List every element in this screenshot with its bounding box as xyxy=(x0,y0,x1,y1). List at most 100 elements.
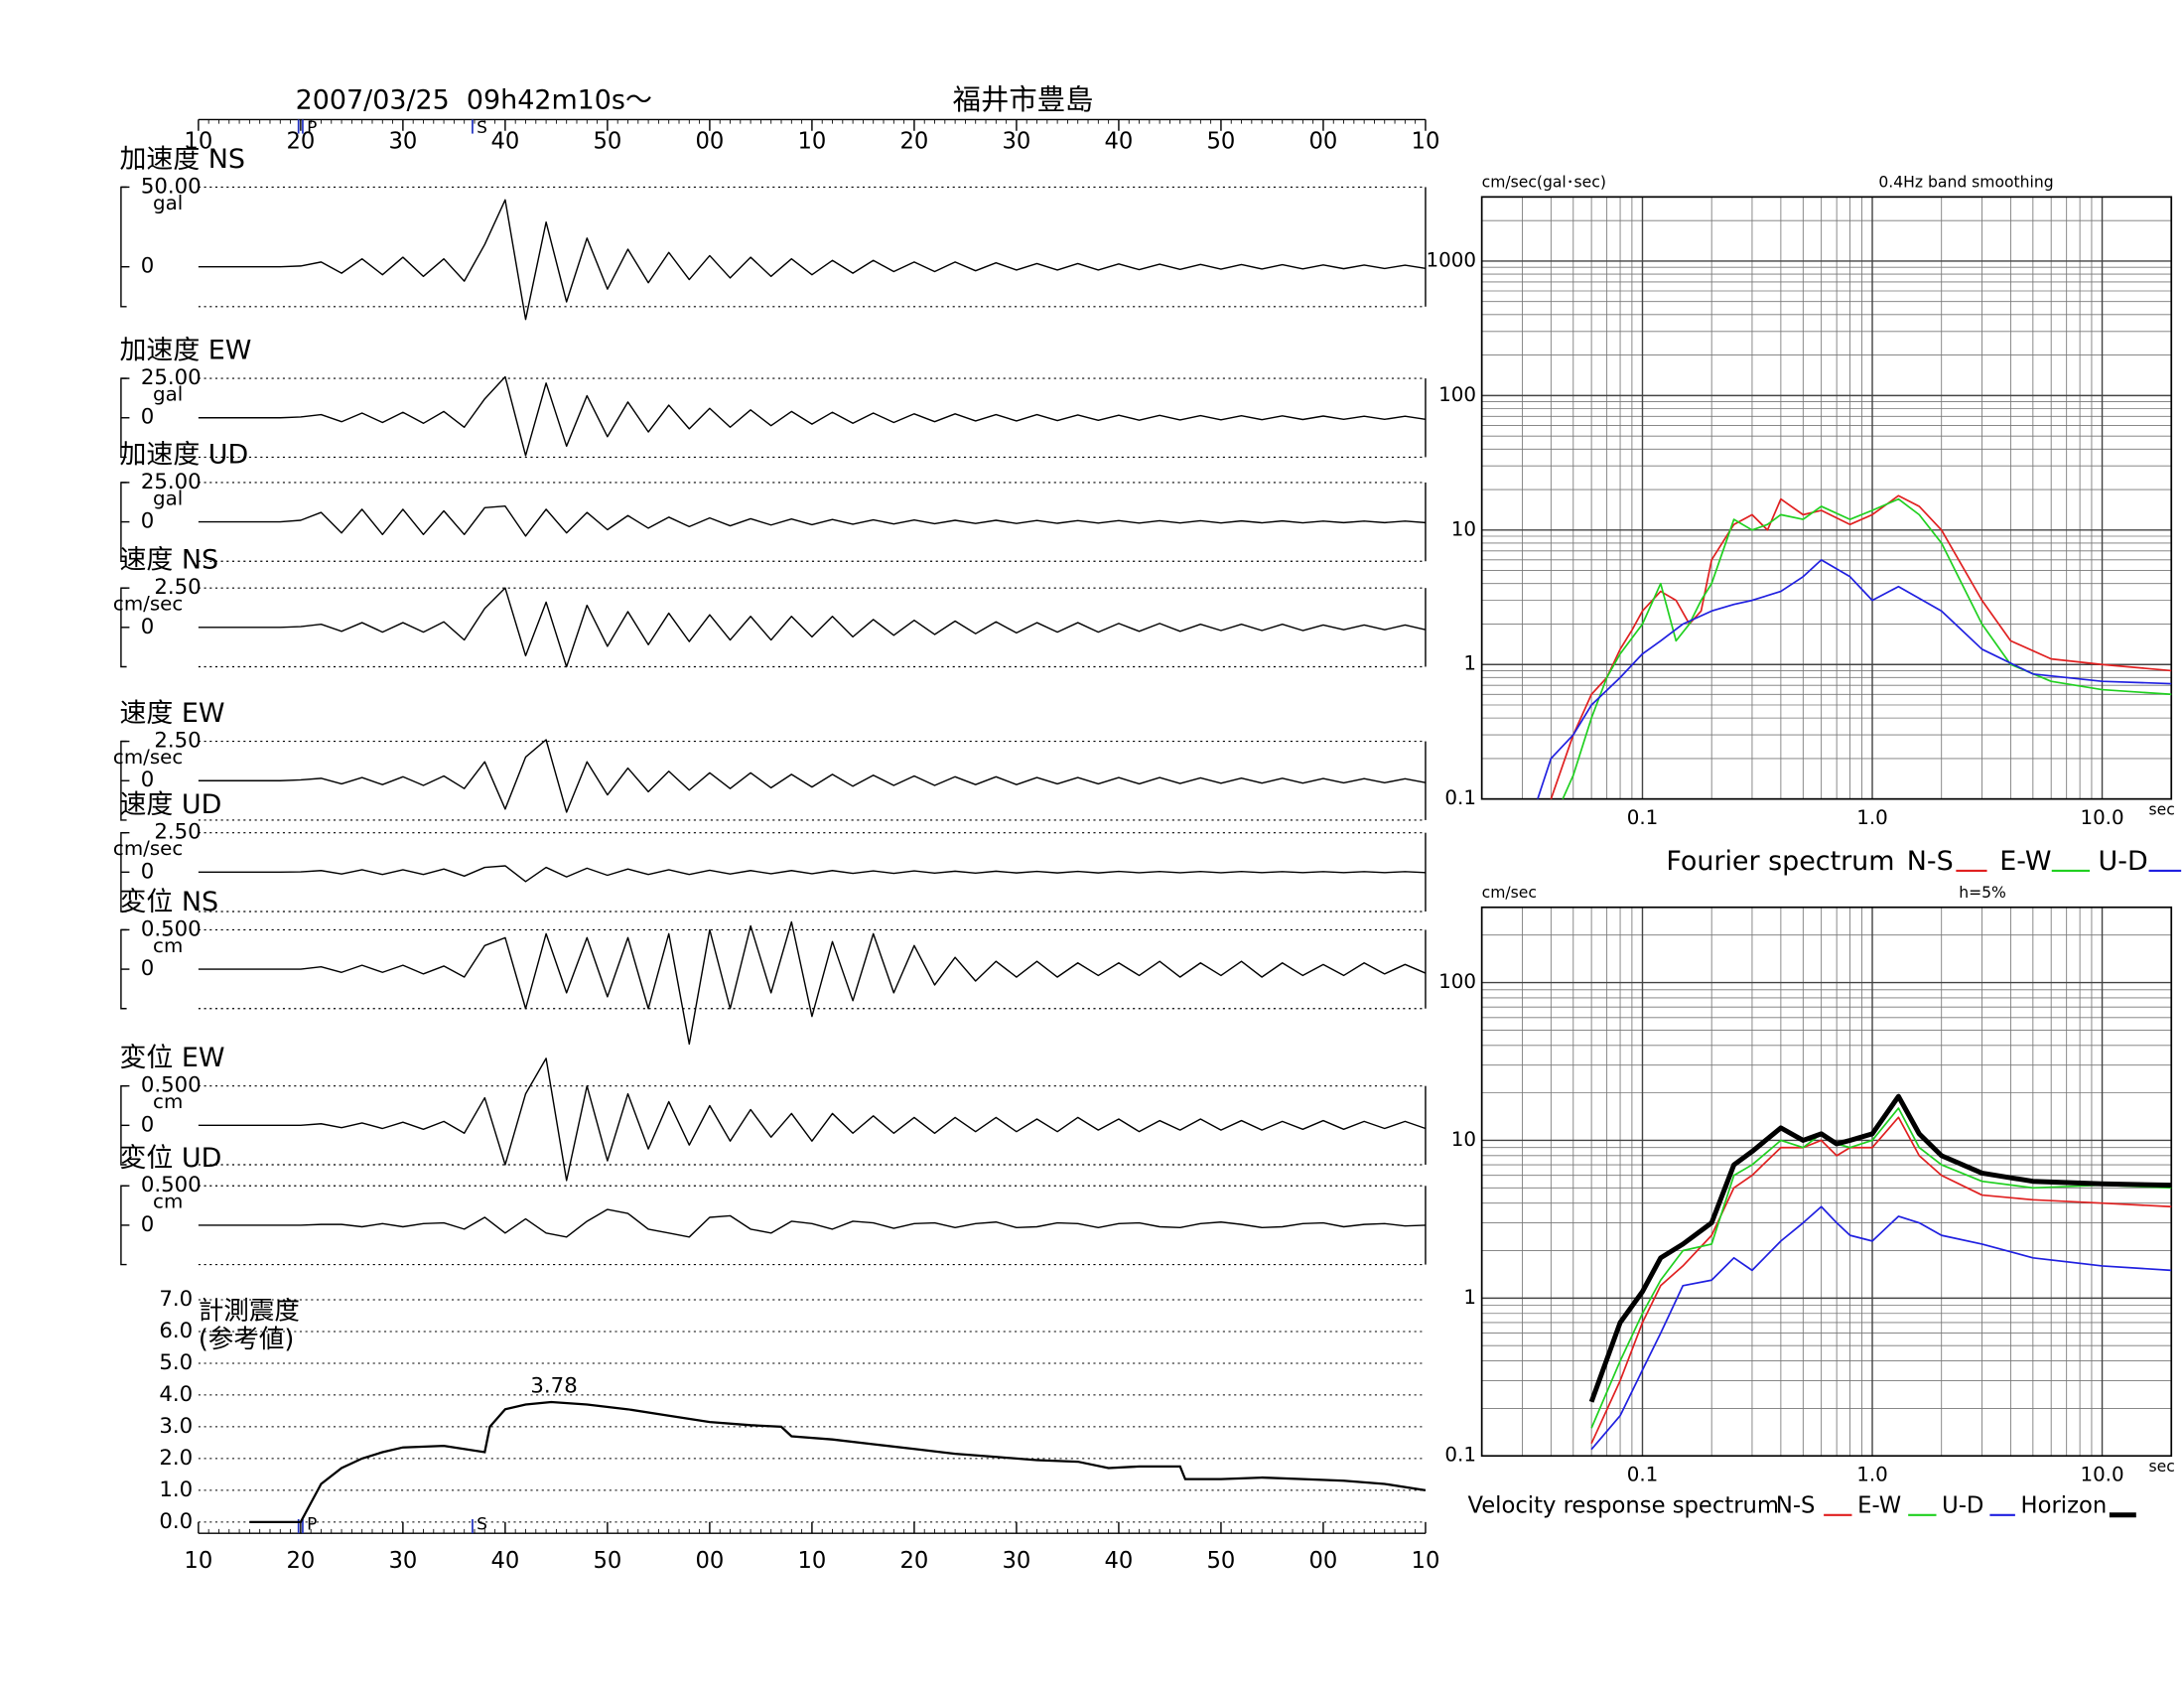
time-tick-label: 10 xyxy=(184,1548,212,1574)
y-tick-label: 2.0 xyxy=(159,1446,193,1471)
x-tick-label: 10.0 xyxy=(2080,1464,2123,1486)
trace-tick-label: 0 xyxy=(141,615,155,639)
spectrum-unit: cm/sec(gal･sec) xyxy=(1482,174,1606,192)
trace-tick-label: 0 xyxy=(141,768,155,792)
peak-annotation: 3.78 xyxy=(530,1373,577,1398)
spectrum-note: 0.4Hz band smoothing xyxy=(1878,174,2053,192)
time-tick-label: 40 xyxy=(490,129,519,155)
y-tick-label: 0.0 xyxy=(159,1509,193,1534)
trace-tick-label: 0 xyxy=(141,1212,155,1237)
waveform xyxy=(198,375,1427,457)
legend-label: Horizon xyxy=(2021,1493,2108,1519)
trace-tick-label: 0 xyxy=(141,956,155,981)
spectrum-line xyxy=(1588,1093,2172,1403)
time-tick-label: 20 xyxy=(899,1548,928,1574)
trace-unit: gal xyxy=(153,383,183,406)
time-tick-label: 10 xyxy=(184,129,212,155)
waveform xyxy=(198,920,1427,1046)
phase-label: P xyxy=(307,1515,317,1535)
trace-tick-label: 2.50 xyxy=(154,729,201,754)
trace-unit: cm xyxy=(153,934,183,957)
trace-tick-label: 2.50 xyxy=(154,575,201,600)
x-tick-label: 1.0 xyxy=(1856,1464,1888,1486)
spectrum-title: Fourier spectrum xyxy=(1666,846,1894,877)
time-tick-label: 20 xyxy=(899,129,928,155)
phase-label: S xyxy=(477,1515,487,1535)
spectrum-line xyxy=(1537,558,2172,799)
y-tick-label: 10 xyxy=(1451,1128,1476,1151)
legend-label: U-D xyxy=(2099,846,2148,877)
y-tick-label: 100 xyxy=(1438,383,1476,406)
trace-tick-label: 2.50 xyxy=(154,820,201,845)
waveform xyxy=(198,199,1427,321)
time-tick-label: 30 xyxy=(1002,1548,1030,1574)
spectrum-xlabel: sec xyxy=(2149,1458,2175,1476)
trace-unit: cm/sec xyxy=(113,837,183,860)
trace-tick-label: 25.00 xyxy=(141,365,202,390)
trace-unit: cm/sec xyxy=(113,746,183,769)
y-tick-label: 0.1 xyxy=(1444,786,1476,809)
intensity-subtitle: (参考値) xyxy=(199,1325,294,1354)
y-tick-label: 1 xyxy=(1463,1286,1476,1309)
trace-name: 変位 NS xyxy=(119,887,218,917)
spectrum-line xyxy=(1590,1107,2172,1429)
time-tick-label: 20 xyxy=(286,1548,315,1574)
spectrum-line xyxy=(1562,497,2172,800)
x-tick-label: 1.0 xyxy=(1856,806,1888,829)
x-tick-label: 10.0 xyxy=(2080,806,2123,829)
trace-tick-label: 0.500 xyxy=(141,1173,202,1197)
trace-bracket xyxy=(120,186,127,308)
waveform xyxy=(198,587,1427,668)
spectrum-title: Velocity response spectrum xyxy=(1467,1493,1779,1519)
trace-tick-label: 0.500 xyxy=(141,916,202,941)
time-tick-label: 00 xyxy=(695,1548,724,1574)
time-tick-label: 30 xyxy=(1002,129,1030,155)
y-tick-label: 1.0 xyxy=(159,1477,193,1502)
y-tick-label: 5.0 xyxy=(159,1350,193,1375)
trace-name: 速度 EW xyxy=(119,698,224,729)
y-tick-label: 0.1 xyxy=(1444,1444,1476,1467)
time-tick-label: 10 xyxy=(797,129,826,155)
y-tick-label: 1000 xyxy=(1427,248,1476,271)
legend-label: E-W xyxy=(1857,1493,1901,1519)
phase-label: S xyxy=(477,118,487,138)
spectrum-frame xyxy=(1480,196,2173,800)
time-tick-label: 30 xyxy=(388,1548,417,1574)
x-tick-label: 0.1 xyxy=(1627,806,1659,829)
trace-name: 加速度 UD xyxy=(119,440,248,471)
trace-name: 加速度 NS xyxy=(119,144,245,175)
trace-tick-label: 0 xyxy=(141,405,155,430)
time-tick-label: 50 xyxy=(593,1548,621,1574)
y-tick-label: 100 xyxy=(1438,970,1476,993)
x-tick-label: 0.1 xyxy=(1627,1464,1659,1486)
trace-name: 速度 UD xyxy=(119,789,221,820)
trace-tick-label: 0 xyxy=(141,859,155,884)
spectrum-line xyxy=(1550,494,2172,799)
trace-tick-label: 0 xyxy=(141,509,155,534)
y-tick-label: 1 xyxy=(1463,652,1476,675)
trace-name: 変位 EW xyxy=(119,1043,224,1073)
time-tick-label: 50 xyxy=(1207,129,1236,155)
legend-label: N-S xyxy=(1907,846,1954,877)
intensity-line xyxy=(249,1400,1427,1523)
trace-unit: gal xyxy=(153,192,183,214)
y-tick-label: 10 xyxy=(1451,517,1476,540)
legend-label: U-D xyxy=(1942,1493,1983,1519)
time-tick-label: 40 xyxy=(1105,129,1134,155)
y-tick-label: 6.0 xyxy=(159,1319,193,1343)
time-tick-label: 50 xyxy=(593,129,621,155)
time-tick-label: 10 xyxy=(1412,129,1440,155)
spectrum-note: h=5% xyxy=(1959,884,2006,902)
legend-label: N-S xyxy=(1776,1493,1816,1519)
trace-name: 加速度 EW xyxy=(119,336,251,366)
time-tick-label: 40 xyxy=(490,1548,519,1574)
time-tick-label: 00 xyxy=(695,129,724,155)
trace-tick-label: 0 xyxy=(141,1112,155,1137)
trace-name: 変位 UD xyxy=(119,1143,221,1174)
record-datetime: 2007/03/25 09h42m10s〜 xyxy=(296,85,652,116)
y-tick-label: 7.0 xyxy=(159,1287,193,1312)
trace-unit: gal xyxy=(153,487,183,509)
phase-label: P xyxy=(307,118,317,138)
